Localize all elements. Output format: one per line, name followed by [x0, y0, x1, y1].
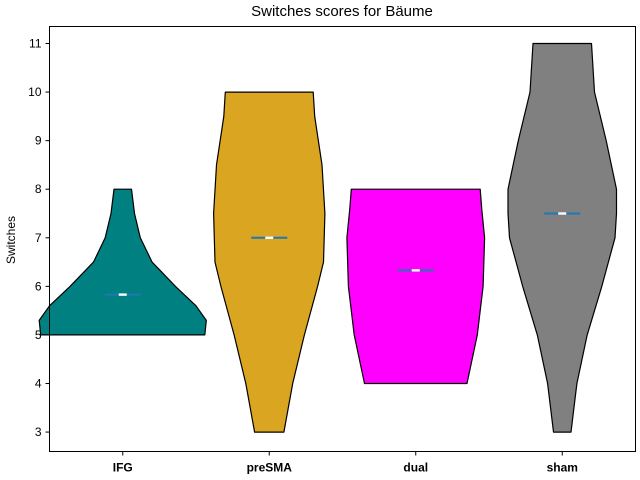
y-tick-label: 6: [35, 279, 42, 293]
violin-sham: [507, 42, 618, 433]
y-tick-label: 5: [35, 328, 42, 342]
y-tick-label: 7: [35, 231, 42, 245]
y-tick-label: 4: [35, 377, 42, 391]
y-tick-label: 10: [28, 85, 42, 99]
violin-ifg: [38, 188, 207, 336]
violin-dual: [346, 188, 486, 385]
x-tick-label-ifg: IFG: [113, 461, 133, 475]
y-axis: 3 4 5 6 7 8 9 10 11: [28, 37, 50, 439]
x-tick-label-dual: dual: [403, 461, 428, 475]
y-tick-label: 3: [35, 425, 42, 439]
y-tick-label: 8: [35, 182, 42, 196]
y-axis-label: Switches: [4, 216, 18, 264]
plot-area: [38, 42, 618, 433]
plot-frame: [49, 26, 636, 452]
x-tick-label-sham: sham: [547, 461, 578, 475]
x-axis: IFG preSMA dual sham: [113, 451, 578, 475]
x-tick-label-presma: preSMA: [247, 461, 293, 475]
chart-title: Switches scores for Bäume: [251, 3, 433, 20]
y-tick-label: 9: [35, 134, 42, 148]
violin-presma: [213, 91, 326, 433]
y-tick-label: 11: [29, 37, 42, 51]
